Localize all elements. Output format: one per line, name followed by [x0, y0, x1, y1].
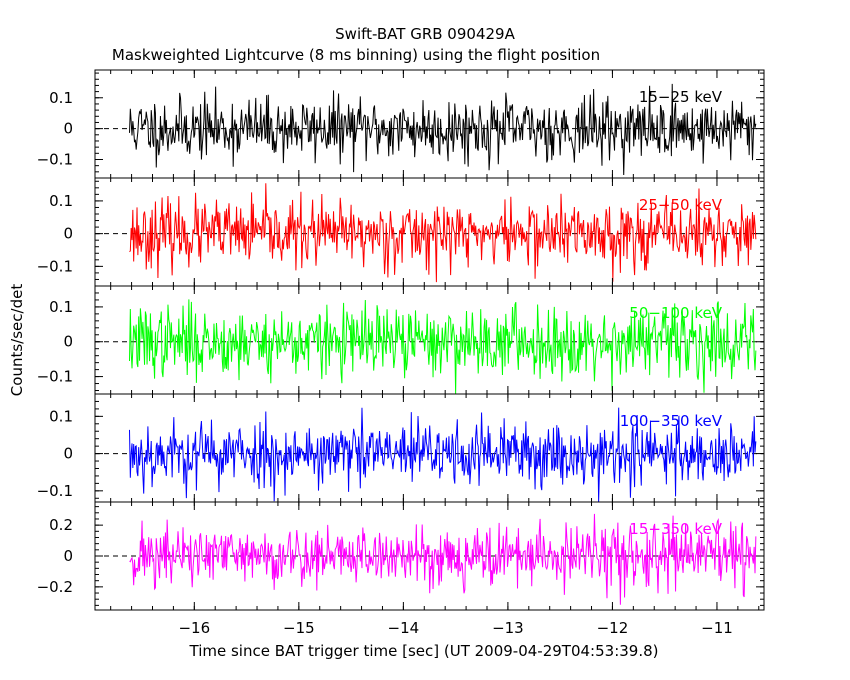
- x-tick-label: −15: [283, 619, 315, 637]
- panel-2: 25−50 keV −0.1 0 0.1: [37, 177, 765, 287]
- y-tick-label: 0.2: [49, 516, 73, 534]
- band-label: 15−350 keV: [629, 520, 722, 538]
- y-tick-label: 0: [63, 333, 73, 351]
- y-tick-label: −0.1: [37, 257, 73, 275]
- panels-group: 15−25 keV−0.100.125−50 keV−0.100.150−100…: [37, 69, 765, 611]
- x-tick-label: −11: [701, 619, 733, 637]
- chart-subtitle: Maskweighted Lightcurve (8 ms binning) u…: [112, 46, 600, 64]
- panel-4: 100−350 keV −0.1 0 0.1: [37, 393, 765, 503]
- y-tick-label: 0: [63, 225, 73, 243]
- series-line: [129, 513, 757, 605]
- band-label: 25−50 keV: [639, 196, 723, 214]
- series-line: [129, 407, 757, 503]
- series-line: [129, 183, 757, 283]
- chart-title: Swift-BAT GRB 090429A: [335, 25, 515, 43]
- y-tick-label: 0: [63, 445, 73, 463]
- y-tick-label: −0.1: [37, 482, 73, 500]
- panel-5: 15−350 keV −0.2 0 0.2: [37, 501, 765, 611]
- panel-1: 15−25 keV −0.1 0 0.1: [37, 69, 765, 179]
- band-label: 15−25 keV: [639, 88, 723, 106]
- x-tick-label: −14: [388, 619, 420, 637]
- panel-frame: [94, 285, 765, 395]
- x-tick-label: −16: [178, 619, 210, 637]
- panel-3: 50−100 keV −0.1 0 0.1: [37, 285, 765, 395]
- series-line: [129, 299, 757, 395]
- y-tick-label: 0.1: [49, 407, 73, 425]
- y-tick-label: −0.1: [37, 368, 73, 386]
- band-label: 50−100 keV: [629, 304, 722, 322]
- y-tick-label: −0.2: [37, 578, 73, 596]
- y-tick-label: 0: [63, 120, 73, 138]
- y-tick-label: 0.1: [49, 192, 73, 210]
- series-line: [129, 83, 757, 176]
- y-tick-label: 0.1: [49, 89, 73, 107]
- x-tick-label: −12: [597, 619, 629, 637]
- y-tick-label: −0.1: [37, 150, 73, 168]
- x-axis-label: Time since BAT trigger time [sec] (UT 20…: [189, 642, 659, 660]
- band-label: 100−350 keV: [620, 412, 723, 430]
- y-tick-label: 0: [63, 547, 73, 565]
- x-tick-label: −13: [492, 619, 524, 637]
- x-axis: −16 −15 −14 −13 −12 −11: [178, 619, 732, 637]
- y-axis-label: Counts/sec/det: [8, 284, 26, 397]
- y-tick-label: 0.1: [49, 298, 73, 316]
